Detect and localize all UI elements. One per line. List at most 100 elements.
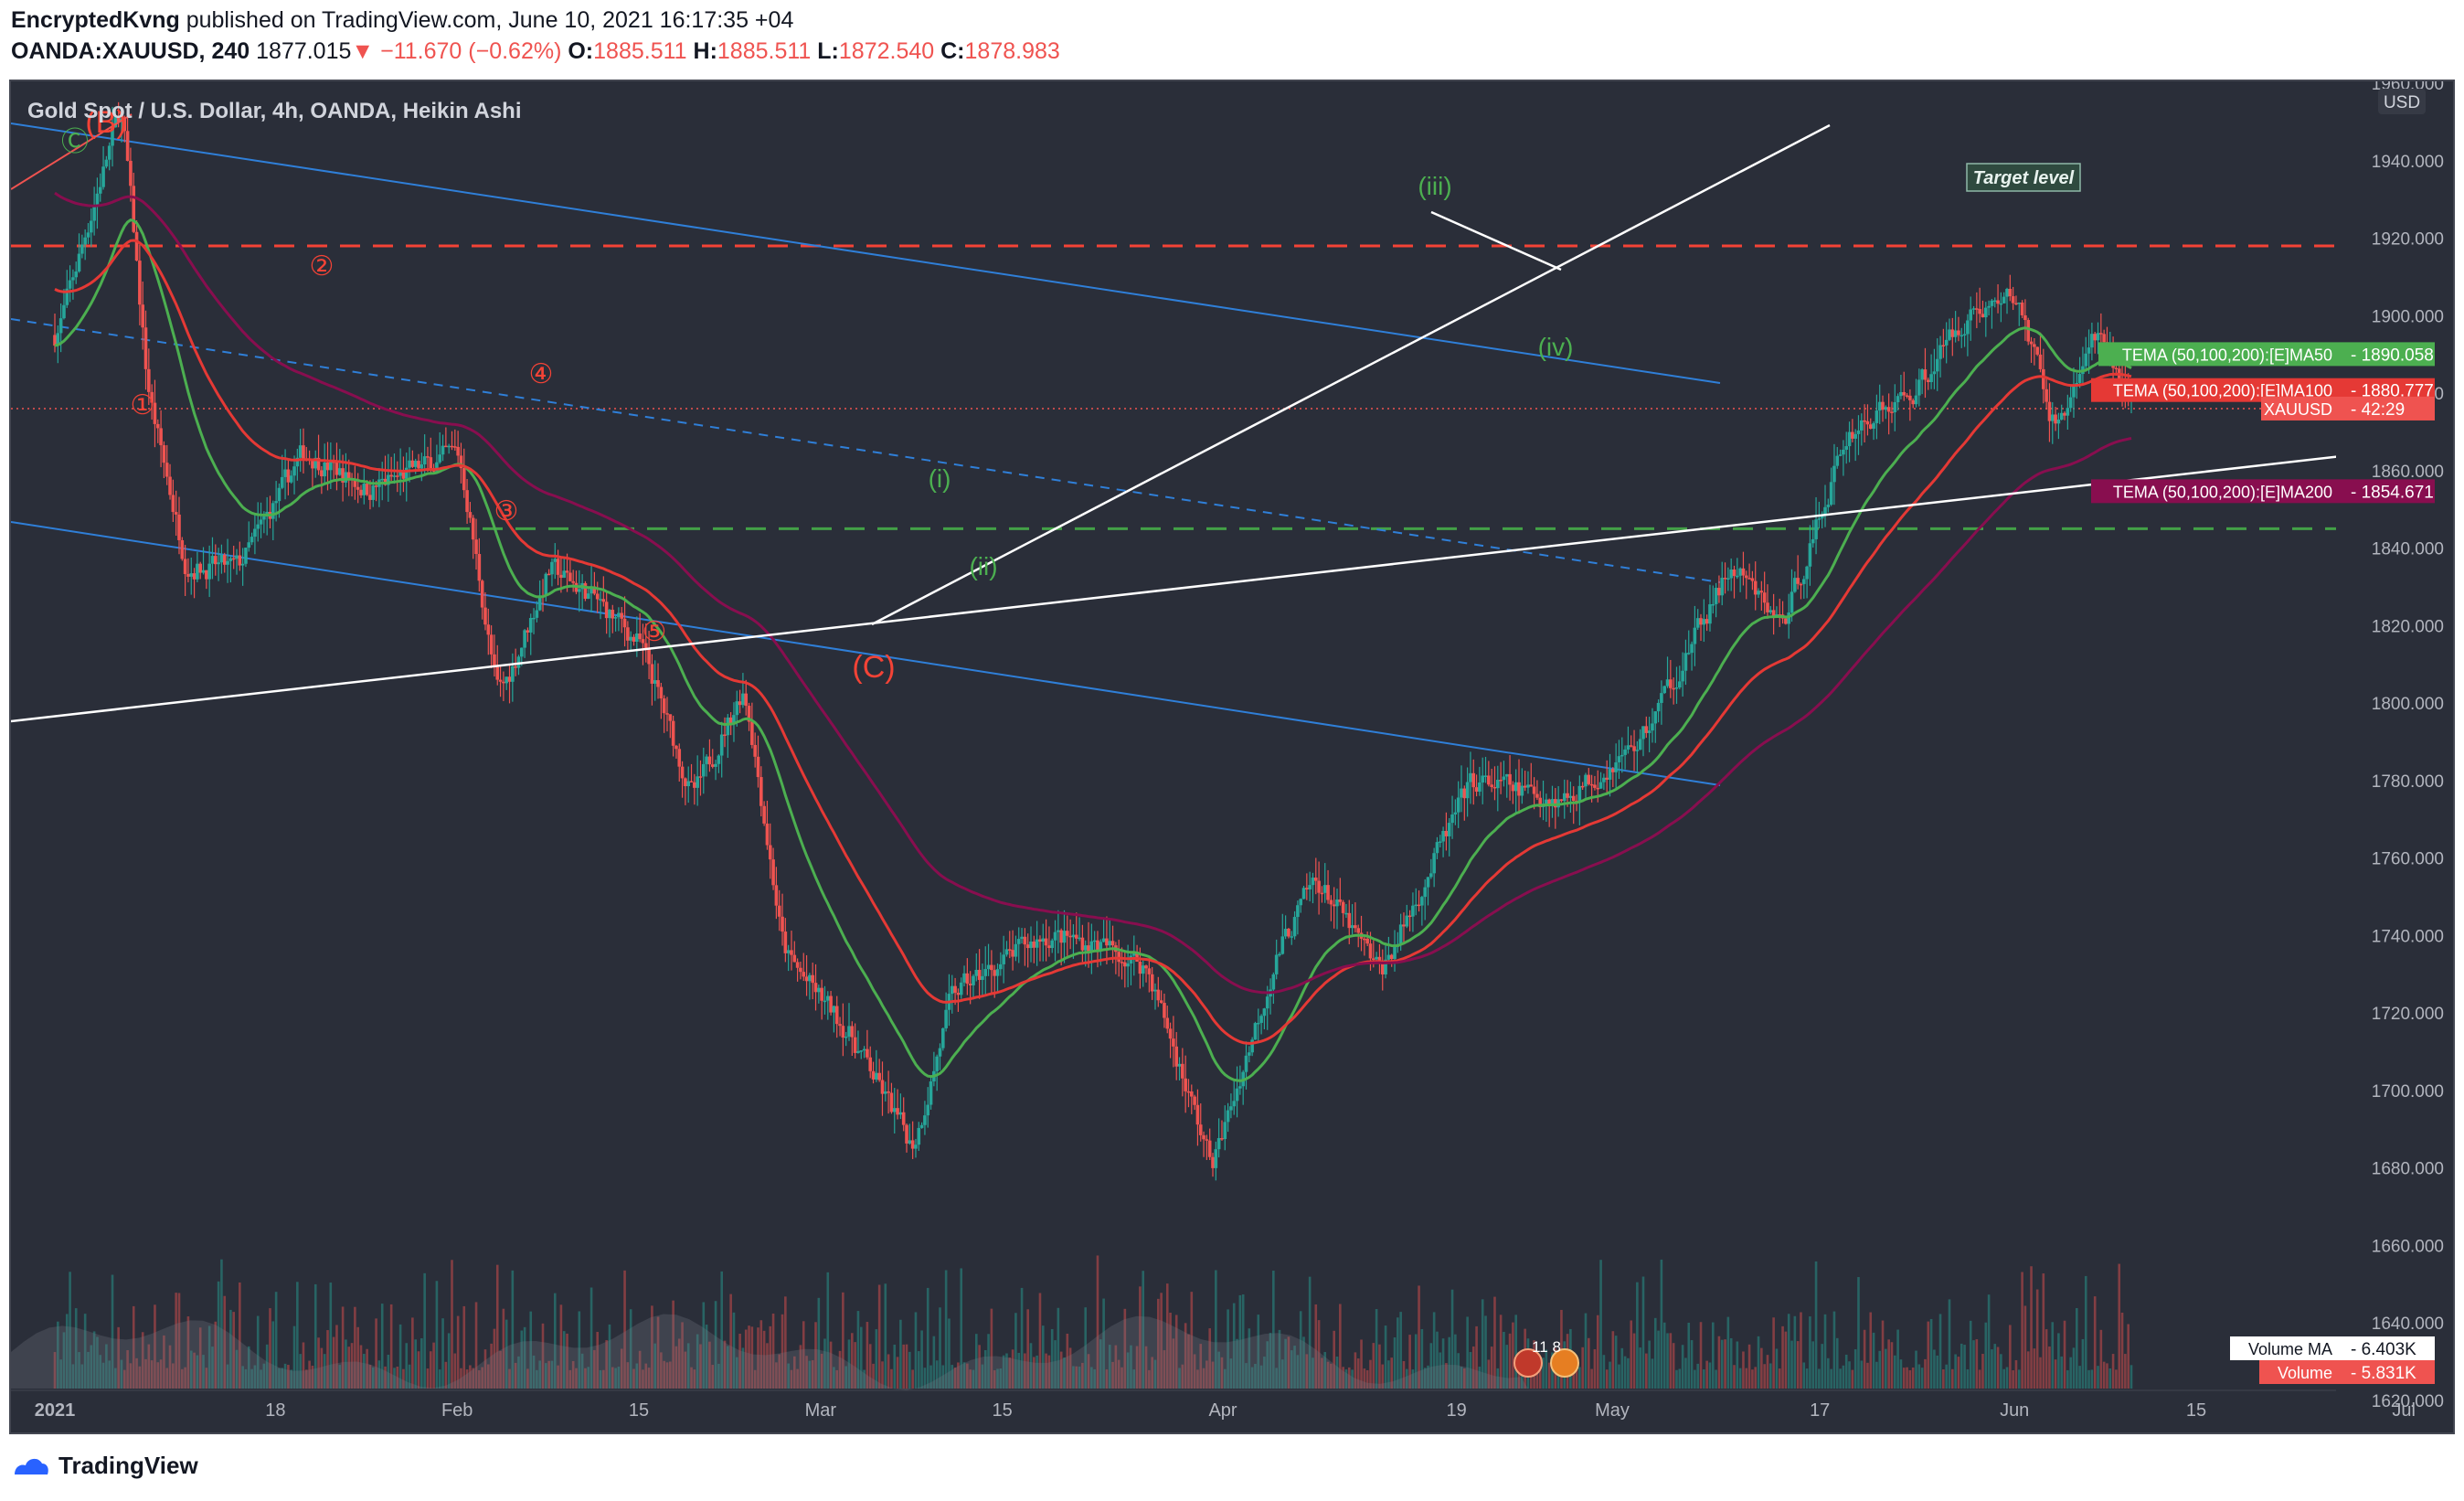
volume-bar: [2106, 1363, 2108, 1389]
candle-body: [1736, 575, 1739, 578]
candle-body: [311, 460, 314, 469]
candle-body: [474, 539, 478, 555]
volume-bar: [1102, 1298, 1105, 1389]
volume-bar: [398, 1324, 402, 1389]
volume-bar: [1505, 1345, 1509, 1389]
volume-bar: [1902, 1368, 1906, 1389]
volume-bar: [838, 1350, 842, 1389]
volume-bar: [229, 1309, 232, 1389]
candle-body: [1741, 568, 1746, 576]
candle-body: [1423, 887, 1427, 898]
circled-wave-label: ②: [310, 251, 335, 282]
candle-body: [1216, 1138, 1221, 1150]
candle-body: [832, 1006, 836, 1013]
volume-bar: [1196, 1369, 1199, 1389]
volume-bar: [951, 1365, 954, 1389]
volume-bar: [1857, 1277, 1860, 1389]
volume-bar: [723, 1340, 727, 1389]
candle-body: [1890, 411, 1894, 413]
candle-body: [944, 1009, 948, 1028]
candle-body: [1914, 395, 1918, 405]
volume-bar: [2048, 1347, 2051, 1389]
volume-bar: [156, 1362, 160, 1389]
candle-body: [1487, 775, 1491, 785]
volume-bar: [2108, 1368, 2112, 1389]
volume-bar: [177, 1293, 181, 1389]
candle-body: [1456, 797, 1460, 813]
volume-bar: [999, 1368, 1003, 1389]
volume-bar: [1887, 1339, 1890, 1389]
currency-badge[interactable]: USD: [2378, 89, 2426, 114]
volume-bar: [1662, 1322, 1666, 1389]
tradingview-footer[interactable]: TradingView: [11, 1452, 198, 1480]
last-price: 1877.015: [256, 38, 352, 64]
candle-body: [122, 118, 127, 132]
candle-body: [486, 624, 491, 635]
volume-bar: [778, 1354, 781, 1389]
candle-body: [1568, 795, 1573, 798]
candle-body: [717, 755, 721, 764]
volume-bar: [580, 1353, 584, 1389]
target-level-text: Target level: [1973, 168, 2075, 188]
volume-bar: [1436, 1331, 1439, 1389]
volume-bar: [1805, 1368, 1809, 1389]
volume-bar: [732, 1312, 736, 1389]
y-tick-label: 1800.000: [2372, 695, 2444, 714]
volume-bar: [1321, 1357, 1323, 1389]
volume-bar: [154, 1304, 156, 1389]
volume-bar: [1726, 1316, 1730, 1389]
events-badge[interactable]: 11 8: [1513, 1338, 1579, 1378]
volume-bar: [669, 1361, 672, 1389]
volume-bar: [1772, 1317, 1775, 1389]
volume-bar: [1517, 1368, 1521, 1389]
candle-body: [1481, 775, 1485, 783]
candle-body: [728, 717, 733, 724]
candle-body: [650, 664, 654, 684]
candle-body: [665, 713, 669, 715]
volume-bar: [1172, 1338, 1175, 1389]
volume-bar: [1120, 1367, 1123, 1389]
candle-body: [1960, 335, 1964, 337]
candle-body: [1750, 578, 1755, 581]
candle-body: [1547, 799, 1551, 806]
candle-body: [2096, 333, 2100, 341]
volume-bar: [1547, 1362, 1551, 1389]
candle-body: [1407, 915, 1412, 918]
volume-bar: [453, 1353, 457, 1389]
volume-bar: [278, 1368, 281, 1389]
x-tick-label: Jun: [2000, 1400, 2029, 1421]
candle-body: [995, 969, 1000, 976]
volume-bar: [1699, 1322, 1703, 1389]
volume-bar: [1636, 1282, 1639, 1389]
candle-body: [1550, 799, 1555, 806]
candle-body: [1705, 619, 1709, 624]
candle-body: [1545, 799, 1548, 804]
volume-bar: [2078, 1366, 2081, 1389]
candle-body: [129, 160, 133, 186]
volume-bar: [781, 1314, 784, 1389]
candle-body: [2054, 414, 2057, 424]
candle-body: [1108, 941, 1112, 946]
volume-bar: [1471, 1346, 1475, 1389]
volume-bar: [1057, 1307, 1060, 1389]
candle-body: [856, 1050, 860, 1053]
volume-bar: [1290, 1350, 1293, 1389]
candle-body: [662, 698, 666, 714]
volume-bar: [584, 1368, 587, 1389]
author-name[interactable]: EncryptedKvng: [11, 7, 180, 33]
candle-body: [859, 1050, 864, 1052]
volume-bar: [944, 1270, 948, 1389]
candle-body: [1453, 812, 1458, 814]
volume-bar: [262, 1363, 266, 1389]
volume-bar: [635, 1363, 639, 1389]
volume-bar: [1193, 1354, 1196, 1389]
candle-body: [1747, 578, 1751, 580]
candle-body: [489, 634, 494, 655]
volume-bar: [462, 1305, 466, 1389]
volume-bar: [620, 1348, 623, 1389]
volume-bar: [217, 1281, 220, 1389]
volume-bar: [1614, 1336, 1618, 1389]
candle-body: [1117, 952, 1120, 963]
